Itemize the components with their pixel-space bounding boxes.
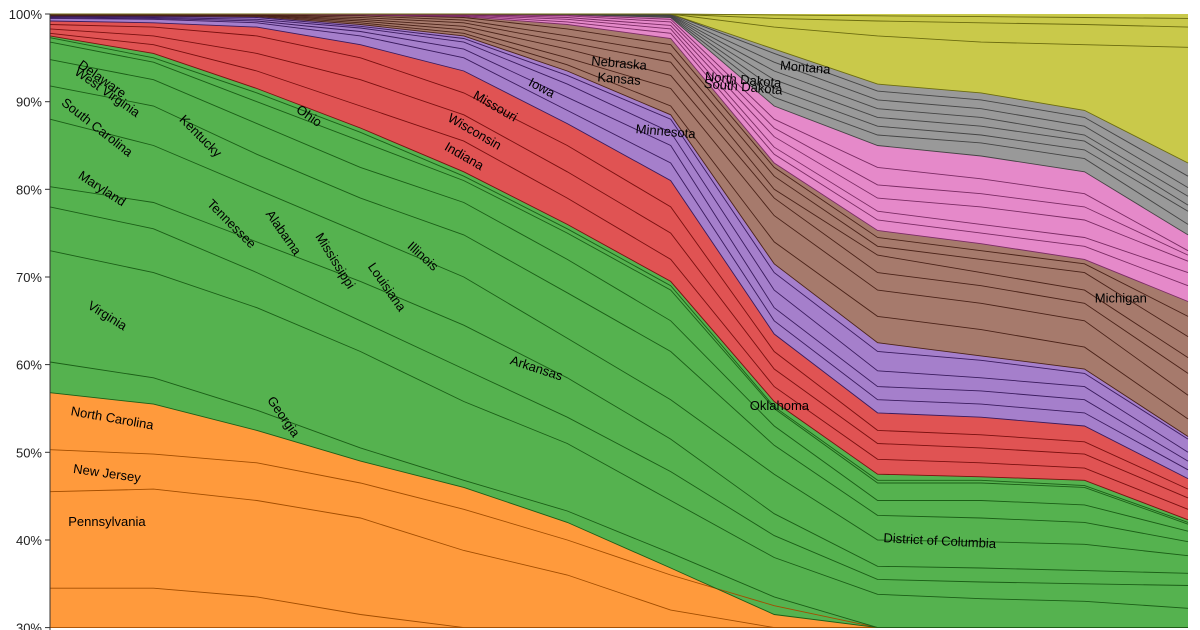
state-label-michigan: Michigan bbox=[1095, 290, 1147, 305]
y-tick-label: 40% bbox=[16, 533, 42, 548]
series-line-south-central-0 bbox=[49, 35, 1189, 521]
series-line-west-south-central-4 bbox=[49, 15, 1189, 440]
state-label-south-dakota: South Dakota bbox=[703, 76, 784, 98]
region-band-south-central bbox=[50, 21, 1188, 520]
series-line-west-south-central-0 bbox=[49, 20, 1189, 480]
series-line-south-central-1 bbox=[49, 32, 1189, 510]
y-tick-label: 90% bbox=[16, 95, 42, 110]
y-tick-label: 60% bbox=[16, 358, 42, 373]
region-band-midwest bbox=[50, 14, 1188, 437]
y-tick-label: 30% bbox=[16, 621, 42, 630]
region-band-northeast bbox=[50, 392, 1188, 628]
series-line-south-3 bbox=[49, 206, 1189, 586]
series-line-south-7 bbox=[49, 59, 1189, 532]
series-line-south-8 bbox=[49, 41, 1189, 525]
series-line-south-6 bbox=[49, 85, 1189, 543]
series-line-south-4 bbox=[49, 186, 1189, 574]
region-band-south bbox=[50, 35, 1188, 628]
series-line-pacific-3 bbox=[50, 13, 1189, 19]
region-band-plains bbox=[50, 14, 1188, 302]
state-label-district-of-columbia: District of Columbia bbox=[883, 530, 997, 551]
state-label-nebraska: Nebraska bbox=[591, 53, 648, 73]
series-line-south-central-2 bbox=[49, 28, 1189, 499]
y-tick-label: 80% bbox=[16, 182, 42, 197]
state-label-kansas: Kansas bbox=[597, 69, 642, 88]
series-line-south-1 bbox=[49, 361, 1188, 629]
region-band-west-south-central bbox=[50, 15, 1188, 479]
series-lines bbox=[49, 13, 1189, 629]
area-bands bbox=[50, 14, 1188, 628]
series-line-midwest-0 bbox=[50, 15, 1189, 437]
series-line-west-south-central-3 bbox=[49, 16, 1189, 453]
series-line-midwest-1 bbox=[50, 14, 1189, 420]
series-line-west-south-central-2 bbox=[49, 17, 1189, 462]
series-line-south-2 bbox=[49, 250, 1189, 609]
y-tick-label: 100% bbox=[9, 7, 43, 22]
series-line-west-south-central-1 bbox=[49, 17, 1189, 471]
state-label-north-dakota: North Dakota bbox=[704, 69, 782, 91]
y-tick-label: 50% bbox=[16, 445, 42, 460]
y-axis: 30% 40% 50% 60% 70% 80% 90% 100% bbox=[9, 7, 51, 630]
state-label-pennsylvania: Pennsylvania bbox=[68, 514, 146, 529]
series-line-south-9 bbox=[49, 37, 1189, 523]
state-label-oklahoma: Oklahoma bbox=[750, 398, 810, 413]
series-line-south-5 bbox=[49, 118, 1189, 557]
state-label-minnesota: Minnesota bbox=[635, 121, 697, 141]
region-band-pacific bbox=[50, 14, 1188, 163]
y-tick-label: 70% bbox=[16, 270, 42, 285]
state-label-montana: Montana bbox=[779, 58, 831, 77]
series-line-south-central-3 bbox=[49, 24, 1189, 490]
